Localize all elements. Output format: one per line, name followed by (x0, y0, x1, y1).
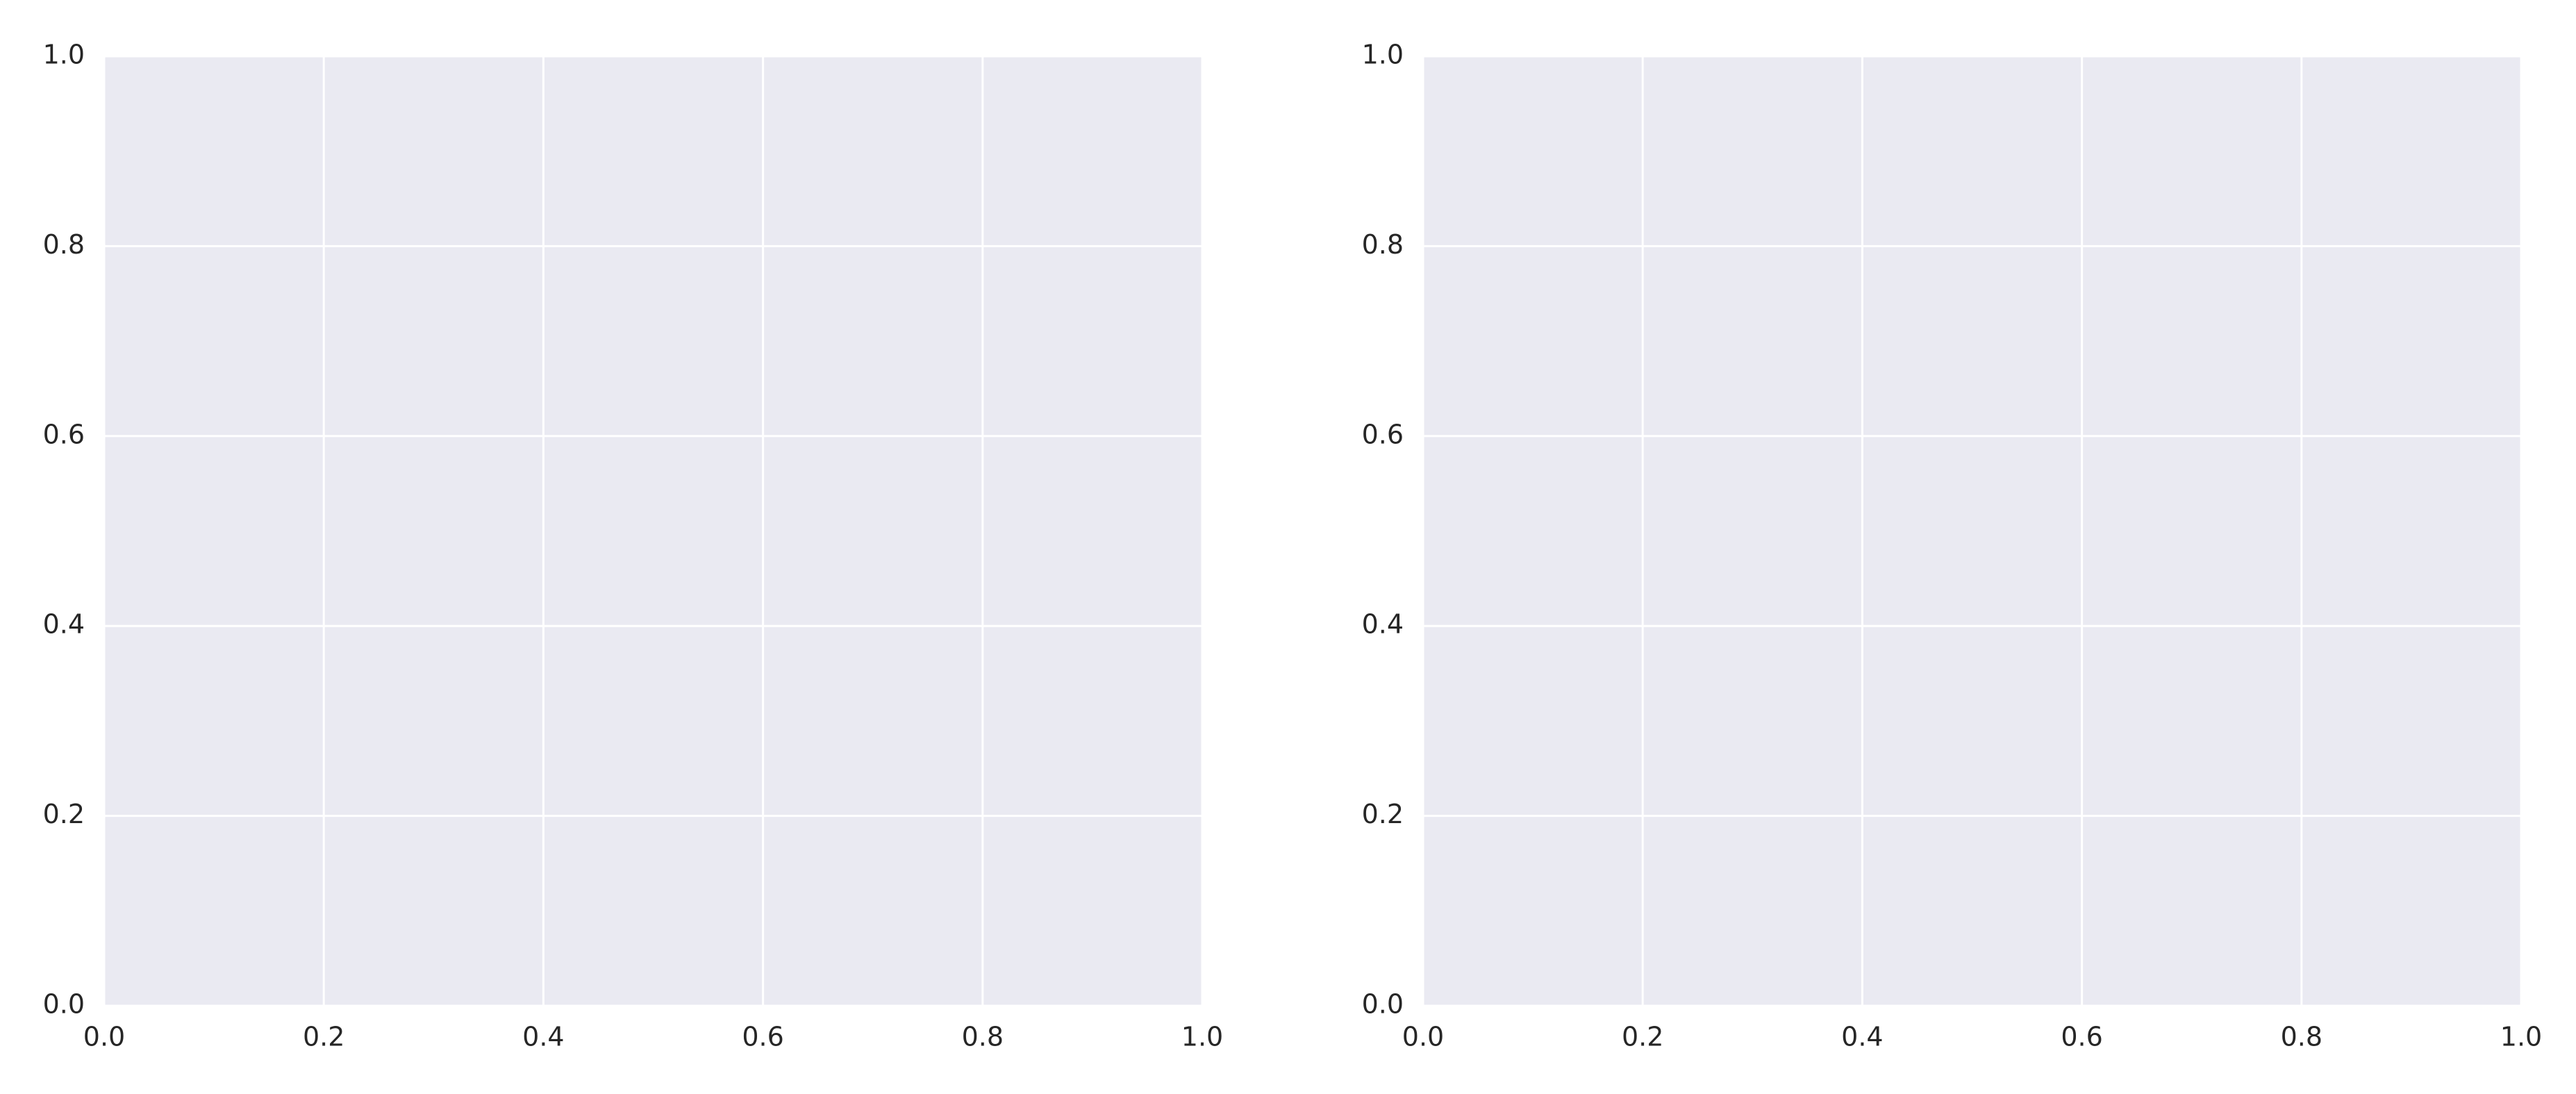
x-tick-label: 1.0 (1181, 1022, 1223, 1052)
y-tick-label: 0.0 (43, 989, 85, 1020)
y-tick-label: 0.6 (43, 419, 85, 449)
y-tick-label: 1.0 (1362, 40, 1404, 70)
plot-area (1423, 56, 2521, 1006)
y-tick-label: 0.2 (43, 799, 85, 829)
x-tick-label: 0.4 (522, 1022, 564, 1052)
y-tick-label: 0.0 (1362, 989, 1404, 1020)
y-tick-label: 0.8 (43, 229, 85, 260)
y-tick-label: 0.6 (1362, 419, 1404, 449)
x-tick-label: 0.2 (1622, 1022, 1663, 1052)
y-tick-label: 0.4 (43, 609, 85, 640)
plot-area (104, 56, 1202, 1006)
x-tick-label: 0.8 (2281, 1022, 2322, 1052)
x-tick-label: 0.6 (742, 1022, 783, 1052)
x-tick-label: 0.2 (303, 1022, 344, 1052)
x-tick-label: 0.6 (2061, 1022, 2102, 1052)
x-tick-label: 0.8 (962, 1022, 1004, 1052)
y-tick-label: 0.4 (1362, 609, 1404, 640)
x-tick-label: 1.0 (2500, 1022, 2542, 1052)
y-tick-label: 0.2 (1362, 799, 1404, 829)
y-tick-label: 1.0 (43, 40, 85, 70)
y-tick-label: 0.8 (1362, 229, 1404, 260)
x-tick-label: 0.0 (83, 1022, 125, 1052)
x-tick-label: 0.4 (1841, 1022, 1883, 1052)
x-tick-label: 0.0 (1402, 1022, 1444, 1052)
